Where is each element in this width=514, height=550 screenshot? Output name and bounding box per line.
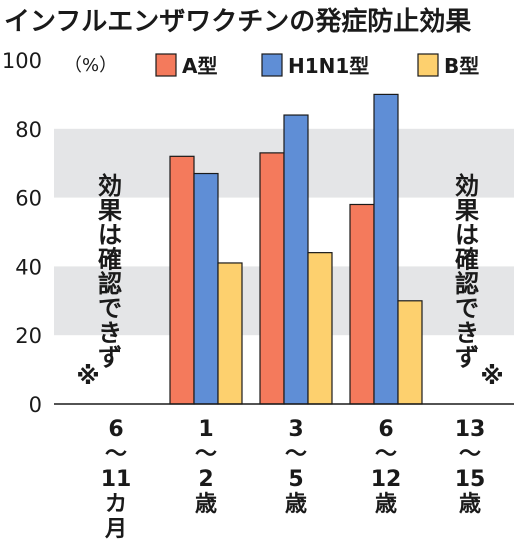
y-tick-label: 60 [15, 187, 42, 211]
annotation-text: 効果は確認できず [455, 172, 479, 372]
y-tick-label: 100 [2, 49, 42, 73]
bar-H1N1型-3〜5歳 [283, 114, 309, 405]
bar-B型-1〜2歳 [217, 262, 243, 405]
bar-A型-3〜5歳 [259, 152, 285, 405]
legend-swatch-H1N1型 [261, 53, 283, 77]
x-axis-labels: 6 〜 11 カ月 1 〜 2 歳 3 〜 5 歳 6 〜 12 歳 13 〜 15 歳 [101, 417, 486, 542]
legend-label-A型: A型 [182, 54, 217, 78]
bars [169, 93, 423, 405]
y-tick-label: 0 [29, 393, 42, 417]
chart-title: インフルエンザワクチンの発症防止効果 [4, 6, 471, 37]
x-category-label: 6 〜 11 カ月 [101, 417, 132, 542]
bar-H1N1型-1〜2歳 [193, 172, 219, 405]
x-category-label: 13 〜 15 歳 [455, 417, 486, 517]
y-tick-label: 40 [15, 255, 42, 279]
bar-B型-6〜12歳 [397, 300, 423, 405]
annotation-mark: ※ [480, 362, 503, 390]
legend-label-H1N1型: H1N1型 [288, 54, 369, 78]
y-axis-ticks: 0 20 40 60 80 100 [2, 49, 42, 417]
bar-A型-1〜2歳 [169, 155, 195, 405]
legend-swatch-A型 [155, 53, 177, 77]
x-category-label: 6 〜 12 歳 [371, 417, 402, 517]
annotation-right: 効果は確認できず※ [455, 172, 504, 390]
y-tick-label: 80 [15, 118, 42, 142]
y-tick-label: 20 [15, 324, 42, 348]
bar-H1N1型-6〜12歳 [373, 93, 399, 405]
x-category-label: 3 〜 5 歳 [285, 417, 307, 517]
bar-A型-6〜12歳 [349, 203, 375, 405]
legend-label-B型: B型 [444, 54, 479, 78]
legend-swatch-B型 [417, 53, 439, 77]
bar-B型-3〜5歳 [307, 252, 333, 405]
annotations: 効果は確認できず※効果は確認できず※ [76, 172, 503, 390]
annotation-left: 効果は確認できず※ [76, 172, 122, 390]
x-category-label: 1 〜 2 歳 [195, 417, 217, 517]
legend: A型 H1N1型 B型 [155, 53, 479, 78]
y-axis-unit: （%） [64, 55, 117, 76]
annotation-text: 効果は確認できず [98, 172, 122, 372]
annotation-mark: ※ [76, 362, 99, 390]
